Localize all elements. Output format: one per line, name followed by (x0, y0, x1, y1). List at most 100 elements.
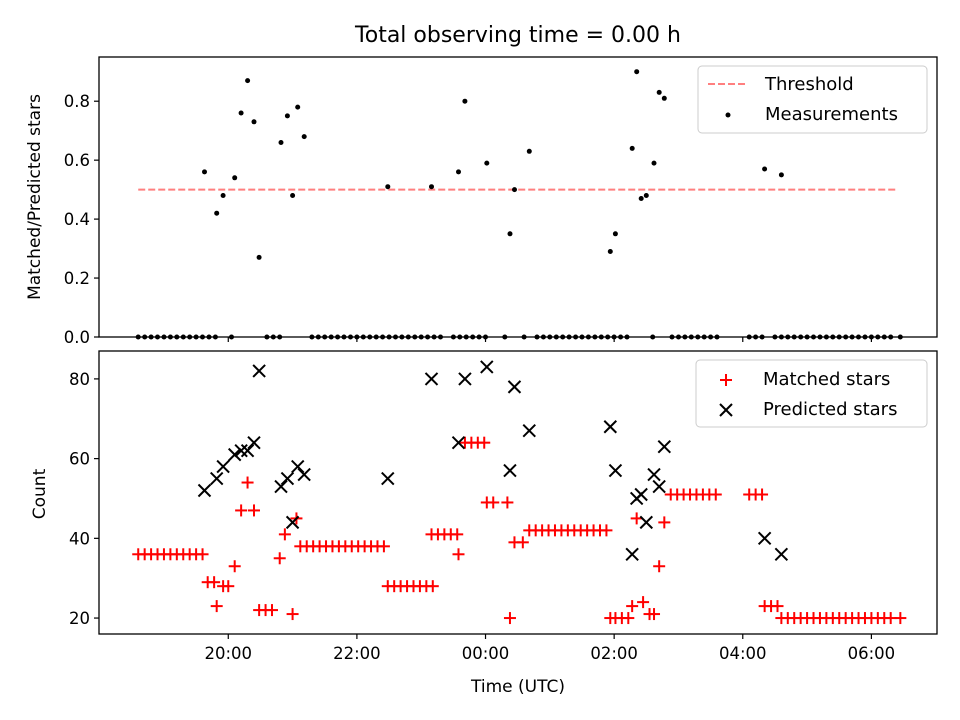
matched-point (266, 604, 279, 617)
predicted-point (297, 467, 311, 482)
matched-point (210, 600, 223, 613)
predicted-point (280, 471, 295, 486)
chart-title: Total observing time = 0.00 h (354, 23, 681, 48)
bottom-x-tick-label: 02:00 (590, 644, 638, 663)
measurement-point (762, 166, 768, 172)
bottom-x-tick-label: 06:00 (848, 644, 896, 663)
measurement-point (238, 110, 244, 116)
measurement-point (214, 210, 220, 216)
measurement-point (232, 175, 238, 181)
predicted-point (507, 380, 522, 394)
measurement-point (526, 148, 532, 154)
bottom-panel: Count Time (UTC) 20 40 60 80 20:00 22:00 00:0… (30, 350, 938, 697)
matched-point (756, 488, 769, 501)
matched-point (241, 476, 254, 489)
measurement-point (512, 187, 517, 193)
matched-point (452, 548, 465, 561)
bottom-x-tick-label: 00:00 (462, 644, 510, 663)
bottom-x-tick-label: 04:00 (719, 644, 767, 663)
bottom-legend-box (695, 359, 928, 428)
bottom-y-tick-label: 40 (69, 529, 90, 548)
matched-point (222, 580, 235, 593)
measurement-point (651, 160, 657, 166)
predicted-point (451, 435, 466, 450)
measurement-point (778, 172, 784, 178)
bottom-plot-area (132, 360, 907, 625)
matched-point (637, 596, 650, 609)
predicted-legend-swatch (719, 403, 733, 417)
matched-point (630, 512, 643, 525)
matched-point (516, 536, 529, 549)
predicted-point (234, 443, 248, 458)
predicted-point (240, 443, 255, 458)
predicted-point (274, 479, 288, 494)
top-x-ticks (227, 337, 873, 342)
measurement-point (245, 78, 251, 84)
top-y-tick-label: 0.6 (64, 151, 90, 170)
matched-point (377, 540, 390, 553)
bottom-x-tick-label: 20:00 (204, 644, 252, 663)
measurement-point (290, 193, 296, 198)
predicted-point (381, 471, 395, 486)
predicted-point (285, 515, 300, 530)
measurement-point (251, 119, 257, 125)
matched-point (478, 436, 491, 449)
measurement-point (385, 184, 391, 190)
bottom-x-ticks: 20:00 22:00 00:00 02:00 04:00 06:00 (204, 634, 895, 663)
predicted-point (603, 420, 617, 434)
bottom-y-tick-label: 80 (69, 370, 90, 389)
bottom-y-ticks: 20 40 60 80 (69, 370, 99, 628)
matched-point (235, 504, 248, 517)
matched-point (894, 612, 907, 625)
matched-legend-swatch (720, 374, 732, 386)
matched-point (208, 576, 221, 589)
predicted-point (625, 547, 639, 561)
matched-point (626, 600, 639, 613)
measurement-point (429, 184, 434, 190)
matched-point (451, 528, 464, 541)
legend-matched-label: Matched stars (763, 369, 890, 390)
matched-point (771, 600, 784, 613)
measurement-point (507, 231, 513, 237)
matched-point (278, 528, 291, 541)
predicted-point (634, 487, 648, 502)
bottom-y-axis-label: Count (30, 468, 50, 519)
top-axes-frame (98, 56, 938, 338)
predicted-point (424, 372, 439, 386)
predicted-point (291, 459, 305, 474)
matched-point (653, 560, 666, 573)
measurement-point (256, 254, 262, 260)
top-y-tick-label: 0.0 (64, 328, 90, 347)
measurement-point (456, 169, 461, 175)
matched-point (247, 504, 260, 517)
measurement-point (462, 98, 468, 104)
predicted-point (227, 447, 242, 462)
top-y-tick-label: 0.8 (64, 92, 90, 111)
top-y-axis-label: Matched/Predicted stars (25, 94, 45, 300)
bottom-legend: Matched stars Predicted stars (695, 359, 928, 428)
matched-point (600, 524, 613, 537)
predicted-point (522, 424, 536, 438)
predicted-point (197, 483, 212, 498)
bottom-y-tick-label: 60 (69, 450, 90, 469)
top-legend: Threshold Measurements (697, 65, 928, 134)
measurement-point (661, 95, 667, 101)
predicted-point (647, 467, 661, 482)
measurement-point (284, 113, 290, 119)
measurement-point (220, 193, 226, 198)
matched-point (648, 608, 661, 621)
top-y-tick-label: 0.4 (64, 210, 90, 229)
matched-point (709, 488, 722, 501)
top-y-tick-label: 0.2 (64, 269, 90, 288)
measurement-point (301, 134, 307, 140)
predicted-point (252, 364, 266, 378)
matched-point (196, 548, 209, 561)
predicted-point (639, 515, 654, 530)
legend-predicted-label: Predicted stars (763, 399, 897, 420)
matched-point (273, 552, 286, 565)
top-panel: Total observing time = 0.00 h Matched/Pr… (25, 23, 938, 347)
predicted-point (480, 360, 494, 374)
matched-point (501, 496, 514, 509)
predicted-point (247, 435, 261, 450)
